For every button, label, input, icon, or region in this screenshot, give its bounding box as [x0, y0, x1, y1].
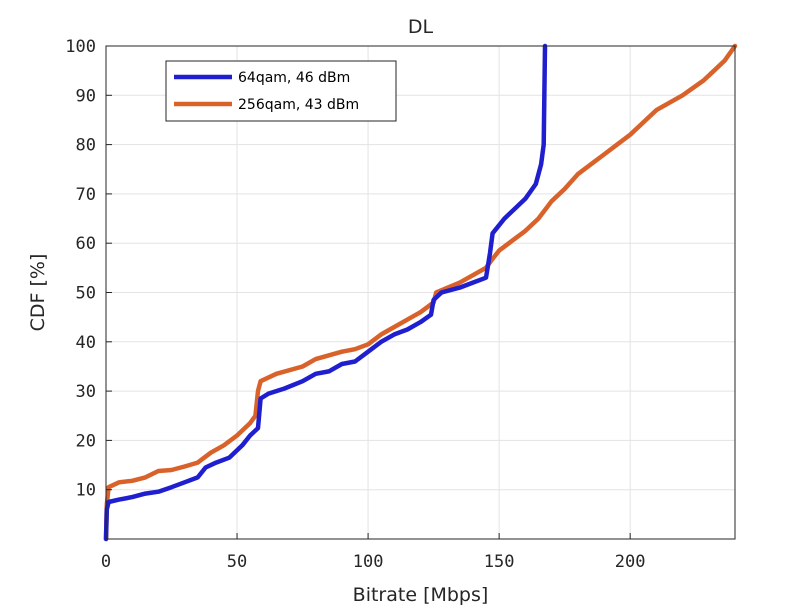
x-tick-label: 50 — [227, 552, 247, 572]
y-tick-label: 20 — [76, 431, 96, 451]
y-tick-label: 60 — [76, 234, 96, 254]
y-tick-label: 70 — [76, 185, 96, 205]
legend-label: 64qam, 46 dBm — [238, 70, 350, 86]
chart-title: DL — [408, 16, 434, 38]
legend: 64qam, 46 dBm 256qam, 43 dBm — [165, 60, 397, 122]
legend-label: 256qam, 43 dBm — [238, 97, 359, 113]
x-tick-label: 100 — [353, 552, 384, 572]
y-tick-label: 50 — [76, 284, 96, 304]
x-axis-title: Bitrate [Mbps] — [353, 584, 489, 606]
legend-box — [165, 60, 397, 122]
x-tick-label: 0 — [101, 552, 111, 572]
series-line-0 — [103, 43, 548, 542]
y-tick-label: 80 — [76, 136, 96, 156]
y-tick-label: 90 — [76, 86, 96, 106]
y-axis-title: CDF [%] — [27, 254, 49, 332]
grid — [106, 46, 735, 539]
ticks: 0 50 100 150 200 10 20 30 40 50 60 70 80 90 100 — [65, 37, 645, 572]
series-line-1 — [103, 43, 738, 542]
series-layer — [103, 43, 738, 542]
x-tick-label: 150 — [484, 552, 515, 572]
y-tick-label: 40 — [76, 333, 96, 353]
y-tick-label: 10 — [76, 481, 96, 501]
y-tick-label: 30 — [76, 382, 96, 402]
y-tick-label: 100 — [65, 37, 96, 57]
x-tick-label: 200 — [615, 552, 646, 572]
